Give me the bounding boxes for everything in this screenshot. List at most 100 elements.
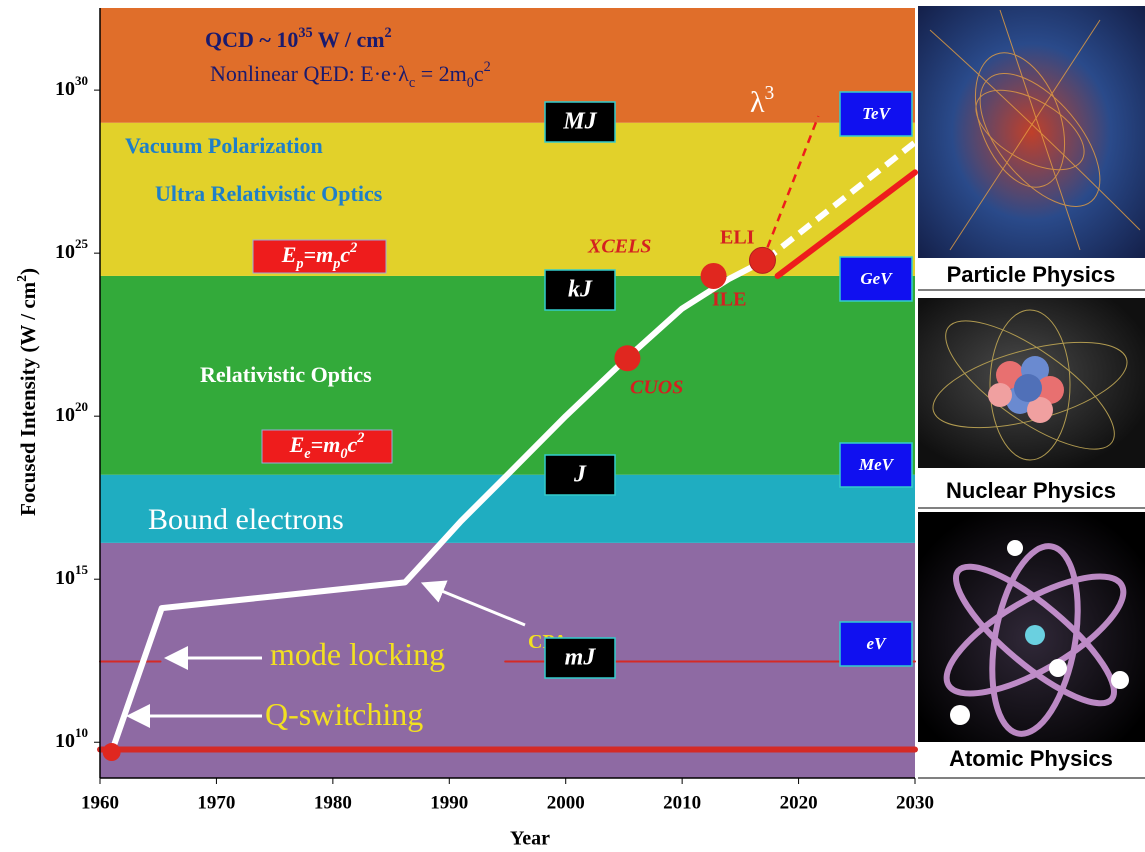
y-axis-label-part: ) — [16, 268, 40, 275]
y-tick-label: 1015 — [55, 563, 89, 589]
scale-label: TeV — [862, 104, 891, 123]
energy-box — [544, 101, 616, 143]
annotation-part: = 2m — [415, 61, 467, 86]
threshold-label-part: 0 — [340, 446, 347, 462]
annotation-part: Bound electrons — [148, 503, 344, 536]
annotation-part: Nonlinear QED: E·e·λ — [210, 61, 409, 86]
annotation-part: λ — [750, 86, 765, 119]
annotation-part: c — [409, 75, 415, 91]
threshold-label-part: E — [289, 432, 305, 457]
image-caption: Particle Physics — [947, 262, 1116, 287]
annotation-part: Q-switching — [265, 696, 423, 732]
image-caption: Nuclear Physics — [946, 478, 1116, 503]
threshold-label: Ep=mpc2 — [281, 240, 358, 272]
y-axis-label-part: 2 — [14, 275, 29, 282]
threshold-label-part: =m — [311, 432, 341, 457]
point-label: ELI — [720, 227, 755, 249]
point-label: ILE — [712, 289, 746, 311]
point — [614, 345, 641, 372]
point — [748, 246, 776, 274]
y-tick-base: 10 — [55, 241, 75, 263]
annotation: Bound electrons — [148, 503, 344, 536]
x-tick-label: 1960 — [81, 792, 119, 813]
y-tick-base: 10 — [55, 567, 75, 589]
energy-label: kJ — [568, 277, 593, 303]
y-tick-exponent: 20 — [75, 400, 88, 415]
scale-label: GeV — [860, 269, 893, 288]
energy-box — [544, 269, 616, 311]
particle-image — [918, 6, 1145, 258]
annotation: mode locking — [270, 636, 445, 672]
images — [918, 6, 1145, 779]
y-tick-label: 1030 — [55, 74, 88, 100]
band — [100, 8, 915, 123]
annotation-part: Ultra Relativistic Optics — [155, 181, 383, 206]
series-line — [762, 139, 917, 263]
scale-label: MeV — [858, 455, 895, 474]
annotation-part: 35 — [298, 25, 312, 41]
energy-box — [544, 637, 616, 679]
y-tick-label: 1025 — [55, 237, 89, 263]
y-axis-label-part: Focused Intensity (W / cm — [16, 281, 40, 516]
band — [100, 542, 915, 778]
annotation-part: QCD ~ 10 — [205, 27, 298, 52]
y-tick-label: 1020 — [55, 400, 88, 426]
annotation: QCD ~ 1035 W / cm2 — [205, 25, 392, 52]
annotation-part: W / cm — [313, 27, 385, 52]
y-tick-exponent: 25 — [75, 237, 89, 252]
annotation: Nonlinear QED: E·e·λc = 2m0c2 — [210, 59, 491, 91]
scale-box — [839, 256, 913, 302]
threshold-label-part: 2 — [349, 240, 357, 256]
electrons — [950, 540, 1129, 725]
band — [100, 122, 915, 276]
energy-box — [544, 454, 616, 496]
threshold-label-part: 2 — [356, 430, 364, 446]
point-label: CUOS — [630, 377, 683, 399]
x-tick-label: 1990 — [430, 792, 468, 813]
energy-label: MJ — [562, 109, 597, 135]
scale-label: eV — [867, 634, 888, 653]
nucleus — [988, 356, 1064, 423]
threshold-label-part: c — [347, 432, 357, 457]
annotation: Vacuum Polarization — [125, 133, 323, 158]
annotation-part: Vacuum Polarization — [125, 133, 323, 158]
particle-tracks — [929, 9, 1141, 251]
series-line — [761, 115, 820, 261]
annotation: Ultra Relativistic Optics — [155, 181, 383, 206]
annotation: Relativistic Optics — [200, 362, 372, 387]
x-tick-label: 1970 — [197, 792, 235, 813]
x-tick-label: 2020 — [780, 792, 818, 813]
annotation-part: 0 — [467, 75, 474, 91]
image-caption: Atomic Physics — [949, 746, 1113, 771]
annotation-part: 2 — [484, 59, 491, 75]
point-label: XCELS — [587, 236, 651, 258]
point — [700, 262, 727, 289]
annotation-part: mode locking — [270, 636, 445, 672]
x-tick-label: 2000 — [547, 792, 585, 813]
threshold-label-part: e — [304, 446, 311, 462]
x-tick-label: 2010 — [663, 792, 701, 813]
threshold-box — [261, 429, 393, 464]
y-tick-base: 10 — [55, 404, 75, 426]
y-tick-base: 10 — [55, 730, 75, 752]
band — [100, 275, 915, 475]
threshold-box — [252, 239, 387, 274]
threshold-label-part: E — [281, 242, 297, 267]
series-line — [108, 257, 768, 756]
x-tick-label: 1980 — [314, 792, 352, 813]
nuclear-orbits — [932, 309, 1128, 461]
energy-label: mJ — [565, 645, 597, 671]
energy-label: J — [573, 462, 587, 488]
arrow — [420, 580, 526, 627]
annotation: λ3 — [750, 83, 774, 119]
threshold-label-part: p — [294, 256, 303, 272]
threshold-label-part: c — [340, 242, 350, 267]
scale-box — [839, 91, 913, 137]
point — [102, 743, 121, 762]
y-tick-exponent: 10 — [75, 726, 88, 741]
x-axis-label: Year — [510, 828, 550, 850]
annotation-part: c — [474, 61, 484, 86]
threshold-label-part: p — [331, 256, 340, 272]
